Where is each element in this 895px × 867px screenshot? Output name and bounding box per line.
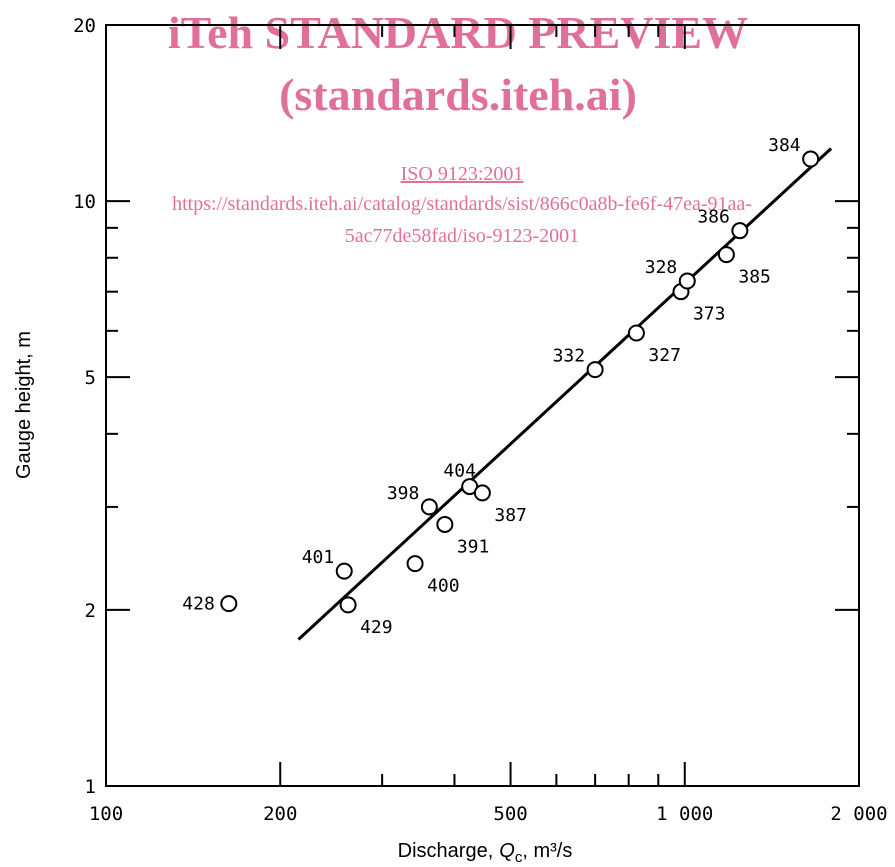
- data-point-label: 401: [302, 547, 335, 568]
- data-point: [335, 562, 353, 580]
- axis-ticks: [106, 25, 859, 786]
- x-tick-label: 200: [263, 803, 297, 825]
- data-point-label: 386: [697, 207, 730, 228]
- x-tick-label: 500: [493, 803, 527, 825]
- data-point: [406, 555, 424, 573]
- data-point-label: 373: [693, 304, 726, 325]
- data-point-label: 385: [738, 267, 771, 288]
- x-tick-label: 1 000: [656, 803, 713, 825]
- data-point-label: 328: [645, 257, 678, 278]
- data-point: [586, 361, 604, 379]
- watermark-standard-link[interactable]: ISO 9123:2001: [401, 163, 524, 185]
- data-point: [678, 272, 696, 290]
- data-point: [220, 595, 238, 613]
- watermark-url-line2[interactable]: 5ac77de58fad/iso-9123-2001: [345, 225, 579, 247]
- watermark-url-line1[interactable]: https://standards.iteh.ai/catalog/standa…: [172, 193, 752, 215]
- data-point-label: 327: [648, 345, 681, 366]
- data-point-label: 387: [494, 505, 527, 526]
- data-point-label: 332: [553, 346, 586, 367]
- data-point: [420, 498, 438, 516]
- data-point-label: 404: [443, 461, 476, 482]
- data-point: [731, 222, 749, 240]
- y-tick-label: 5: [85, 367, 96, 389]
- x-axis-title-suffix: , m³/s: [522, 840, 572, 862]
- data-point-label: 428: [182, 594, 215, 615]
- x-tick-label: 100: [89, 803, 123, 825]
- data-point-label: 400: [427, 576, 460, 597]
- data-point: [436, 515, 454, 533]
- y-tick-label: 1: [85, 776, 96, 798]
- data-point: [339, 596, 357, 614]
- watermark-site: (standards.iteh.ai): [279, 69, 637, 120]
- watermark-title: iTeh STANDARD PREVIEW: [168, 7, 748, 58]
- data-point-label: 398: [387, 483, 420, 504]
- y-axis-title: Gauge height, m: [13, 331, 35, 479]
- x-axis-title-subscript: c: [515, 849, 523, 866]
- y-tick-label: 20: [73, 15, 96, 37]
- data-point: [717, 246, 735, 264]
- data-point: [627, 324, 645, 342]
- data-point: [802, 150, 820, 168]
- y-tick-label: 2: [85, 600, 96, 622]
- data-point: [473, 484, 491, 502]
- x-axis-title: Discharge, Qc, m³/s: [398, 840, 573, 866]
- x-axis-title-variable: Q: [499, 840, 515, 862]
- x-tick-label: 2 000: [830, 803, 887, 825]
- data-point-label: 384: [768, 135, 801, 156]
- watermark: iTeh STANDARD PREVIEW (standards.iteh.ai…: [168, 7, 752, 247]
- data-points: 428 429 401 400 391 398 404 387 332 327 373 328 385 3…: [182, 135, 820, 638]
- data-point-label: 391: [457, 536, 490, 557]
- plot-frame: [105, 24, 860, 787]
- x-axis-title-prefix: Discharge,: [398, 840, 494, 862]
- tick-labels: 100 200 500 1 000 2 000 1 2 5 10 20: [73, 15, 887, 825]
- fitted-rating-line: [297, 147, 833, 641]
- data-point-label: 429: [360, 617, 393, 638]
- y-tick-label: 10: [73, 191, 96, 213]
